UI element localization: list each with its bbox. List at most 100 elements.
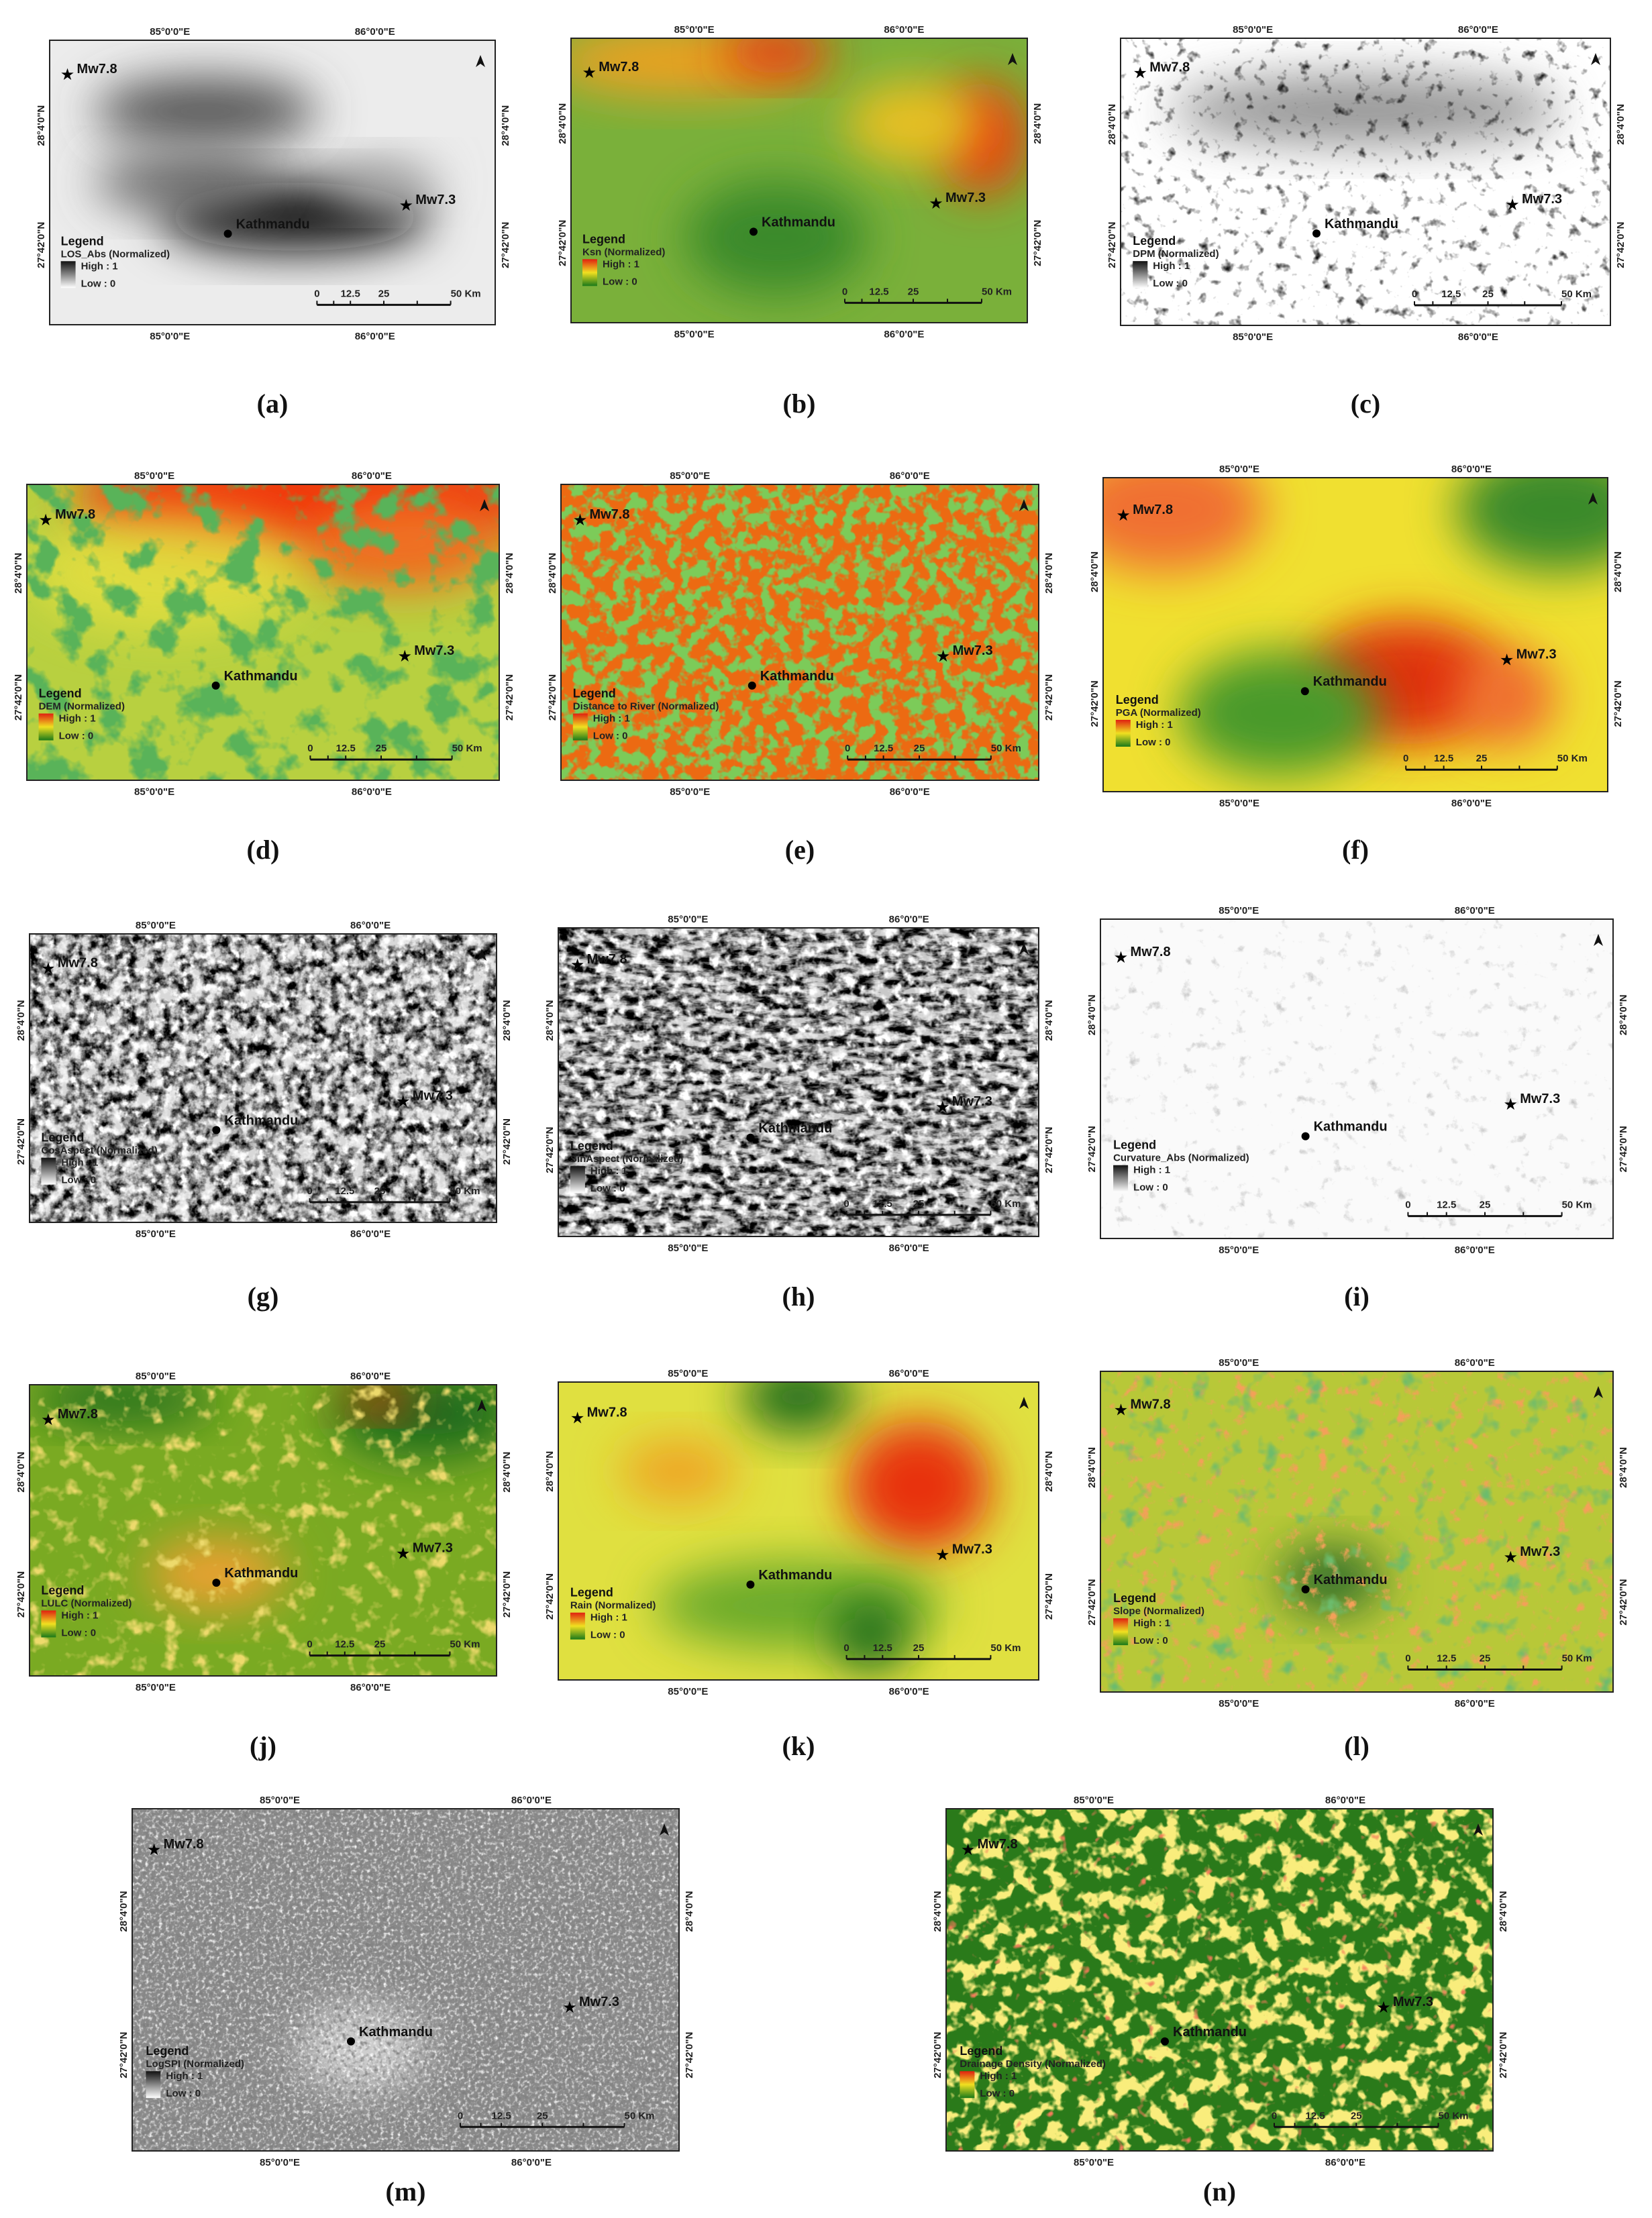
longitude-label: 85°0'0"E <box>674 24 715 36</box>
scale-label: 0 <box>843 1642 849 1654</box>
legend-high: High : 1 <box>61 1609 98 1621</box>
latitude-label: 27°42'0"N <box>1615 222 1627 268</box>
longitude-label: 86°0'0"E <box>890 786 930 798</box>
longitude-label: 86°0'0"E <box>1455 1357 1495 1369</box>
scale-label: 50 Km <box>991 743 1021 754</box>
map-frame <box>1120 38 1611 326</box>
map <box>1100 919 1613 1238</box>
legend-layer: Drainage Density (Normalized) <box>960 2058 1106 2070</box>
city-marker <box>746 1580 755 1589</box>
epicenter-star: ★ <box>147 1841 162 1859</box>
longitude-label: 86°0'0"E <box>352 470 392 482</box>
legend-layer: PGA (Normalized) <box>1116 707 1201 719</box>
legend-swatch <box>582 259 597 286</box>
city-marker <box>212 1126 221 1134</box>
legend-high: High : 1 <box>1153 260 1190 272</box>
city-marker <box>347 2037 355 2046</box>
scale-label: 50 Km <box>1561 288 1592 300</box>
longitude-label: 86°0'0"E <box>889 1243 929 1254</box>
legend-layer: SinAspect (Normalized) <box>570 1153 683 1165</box>
event-label: Mw7.3 <box>414 643 454 658</box>
epicenter-star: ★ <box>935 1098 950 1116</box>
epicenter-star: ★ <box>570 1409 585 1427</box>
latitude-label: 27°42'0"N <box>501 1571 513 1618</box>
longitude-label: 85°0'0"E <box>670 470 710 482</box>
city-label: Kathmandu <box>762 215 835 229</box>
legend-swatch <box>1113 1165 1129 1192</box>
north-arrow <box>1019 1397 1029 1409</box>
map-texture <box>946 1809 1493 2151</box>
map-frame <box>945 1808 1494 2152</box>
latitude-label: 27°42'0"N <box>1618 1579 1629 1626</box>
legend-layer: Curvature_Abs (Normalized) <box>1113 1153 1249 1164</box>
epicenter-star: ★ <box>562 1999 577 2017</box>
map-panel: 85°0'0"E 85°0'0"E 86°0'0"E 86°0'0"E 28°4'0"N… <box>118 1795 695 2168</box>
city-marker <box>223 229 232 238</box>
legend-title: Legend <box>41 1583 84 1597</box>
map <box>30 1385 497 1676</box>
map-panel: 85°0'0"E 85°0'0"E 86°0'0"E 86°0'0"E 28°4'0"N… <box>15 1371 513 1693</box>
map-panel: 85°0'0"E 85°0'0"E 86°0'0"E 86°0'0"E 28°4'0"N… <box>544 1368 1055 1697</box>
scale-label: 50 Km <box>982 286 1012 297</box>
longitude-label: 86°0'0"E <box>350 920 391 931</box>
legend-layer: CosAspect (Normalized) <box>41 1145 157 1157</box>
legend-swatch <box>60 261 76 288</box>
event-label: Mw7.3 <box>415 193 456 207</box>
city-label: Kathmandu <box>1325 217 1398 231</box>
legend-layer: Rain (Normalized) <box>570 1600 656 1612</box>
latitude-label: 27°42'0"N <box>932 2032 943 2078</box>
latitude-label: 27°42'0"N <box>1089 680 1100 727</box>
latitude-label: 28°4'0"N <box>36 105 47 146</box>
latitude-label: 28°4'0"N <box>544 1451 556 1492</box>
event-label: Mw7.8 <box>978 1837 1018 1852</box>
map-panel: 85°0'0"E 85°0'0"E 86°0'0"E 86°0'0"E 28°4'0"N… <box>932 1795 1509 2168</box>
legend-low: Low : 0 <box>1133 1635 1168 1646</box>
city-label: Kathmandu <box>758 1568 832 1583</box>
scale-label: 12.5 <box>873 1642 892 1654</box>
legend-high: High : 1 <box>59 713 96 725</box>
epicenter-star: ★ <box>396 1092 411 1110</box>
latitude-label: 27°42'0"N <box>1106 222 1118 268</box>
latitude-label: 27°42'0"N <box>501 1118 513 1165</box>
map-shading <box>330 160 437 205</box>
scale-label: 50 Km <box>451 288 481 299</box>
latitude-label: 27°42'0"N <box>500 222 511 268</box>
longitude-label: 86°0'0"E <box>889 914 929 925</box>
longitude-label: 86°0'0"E <box>889 1686 929 1697</box>
latitude-label: 28°4'0"N <box>1043 1451 1055 1492</box>
longitude-label: 86°0'0"E <box>1325 2157 1365 2168</box>
legend-title: Legend <box>1133 234 1176 248</box>
latitude-label: 27°42'0"N <box>504 674 515 721</box>
latitude-label: 28°4'0"N <box>1618 994 1629 1035</box>
scale-label: 12.5 <box>492 2110 511 2121</box>
legend-swatch <box>572 713 588 741</box>
north-arrow <box>1008 53 1017 65</box>
latitude-label: 27°42'0"N <box>118 2032 130 2078</box>
city-label: Kathmandu <box>1173 2025 1247 2040</box>
map-frame <box>1100 1371 1614 1693</box>
latitude-label: 28°4'0"N <box>118 1891 130 1932</box>
legend-low: Low : 0 <box>81 278 116 289</box>
longitude-label: 85°0'0"E <box>1219 798 1259 809</box>
map <box>946 1809 1493 2151</box>
legend-low: Low : 0 <box>603 276 637 287</box>
longitude-label: 86°0'0"E <box>884 24 924 36</box>
legend-title: Legend <box>1116 693 1159 706</box>
longitude-label: 85°0'0"E <box>1219 905 1259 916</box>
map-panel: 85°0'0"E 85°0'0"E 86°0'0"E 86°0'0"E 28°4'0"N… <box>1086 905 1629 1256</box>
panel-label: (c) <box>1351 388 1380 419</box>
legend-title: Legend <box>573 687 616 700</box>
longitude-label: 85°0'0"E <box>1219 464 1259 475</box>
map-texture <box>30 1385 497 1676</box>
scale-label: 25 <box>374 1639 386 1650</box>
event-label: Mw7.3 <box>1522 192 1562 207</box>
legend-layer: Distance to River (Normalized) <box>573 701 719 712</box>
legend-title: Legend <box>39 687 82 700</box>
legend-title: Legend <box>61 234 104 248</box>
map-shading <box>1178 650 1381 776</box>
map <box>558 1382 1039 1680</box>
latitude-label: 27°42'0"N <box>13 674 24 721</box>
scale-label: 50 Km <box>1562 1653 1592 1665</box>
event-label: Mw7.8 <box>58 956 98 971</box>
longitude-label: 86°0'0"E <box>350 1228 391 1240</box>
